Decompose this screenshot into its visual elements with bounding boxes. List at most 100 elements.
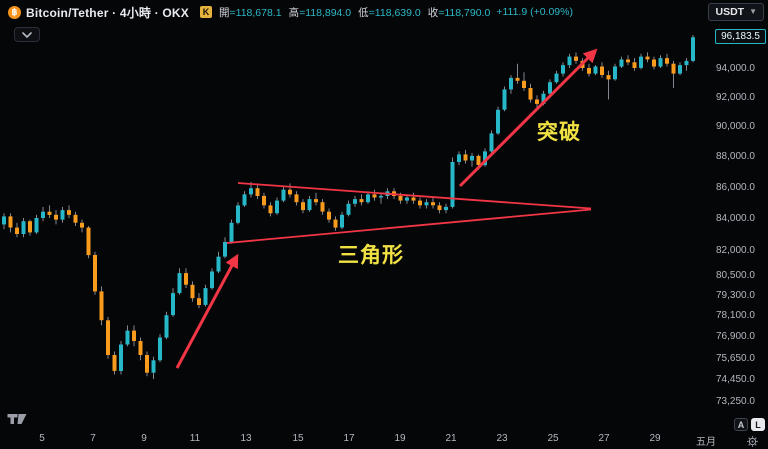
breakout-arrow[interactable] <box>458 48 598 188</box>
candle-body <box>210 271 214 289</box>
price-axis-label: 76,900.0 <box>716 331 755 342</box>
exchange-k-icon: K <box>200 6 212 18</box>
candle-body <box>106 320 110 355</box>
candle-body <box>242 194 247 206</box>
candle-body <box>652 59 656 67</box>
candle-body <box>145 355 149 373</box>
candle-body <box>301 202 305 211</box>
time-axis-label: 11 <box>189 433 201 444</box>
price-axis-label: 74,450.0 <box>716 374 755 385</box>
candle-body <box>2 216 6 225</box>
candle-body <box>21 221 26 234</box>
breakout-annotation-label[interactable]: 突破 <box>537 121 581 144</box>
triangle-lower[interactable] <box>226 208 592 244</box>
candle-body <box>177 273 182 294</box>
candle-body <box>541 93 546 104</box>
price-axis-label: 90,000.0 <box>716 121 755 132</box>
candle-body <box>444 206 448 211</box>
candle-body <box>80 222 84 228</box>
candle-body <box>294 194 299 203</box>
candle-body <box>73 214 78 223</box>
currency-dropdown[interactable]: USDT ▼ <box>708 3 764 21</box>
candle-body <box>593 66 598 74</box>
ohlc-item: 收=118,790.0 <box>427 6 491 19</box>
candle-body <box>54 214 58 220</box>
candle-body <box>223 242 227 257</box>
candle-body <box>8 216 13 228</box>
candle-body <box>483 151 487 166</box>
settings-gear-icon[interactable] <box>747 434 758 449</box>
candle-body <box>431 202 435 206</box>
chart-header: ฿ Bitcoin/Tether · 4小時 · OKX K 開=118,678… <box>8 4 573 20</box>
candle-body <box>470 155 474 161</box>
time-axis-label: 5 <box>39 433 45 444</box>
log-scale-button[interactable]: L <box>751 418 765 431</box>
candle-body <box>366 194 370 203</box>
time-axis-label: 29 <box>649 433 661 444</box>
candle-body <box>281 189 286 201</box>
candle-body <box>353 199 357 204</box>
candle-body <box>639 56 643 68</box>
ohlc-item: 高=118,894.0 <box>288 6 352 19</box>
price-axis-label: 92,000.0 <box>716 92 755 103</box>
time-axis-label: 7 <box>90 433 96 444</box>
rally-arrow[interactable] <box>175 253 239 369</box>
candle-body <box>34 218 39 233</box>
price-axis-label: 75,650.0 <box>716 353 755 364</box>
candle-body <box>158 337 162 361</box>
candle-body <box>567 56 572 66</box>
candle-body <box>28 221 32 233</box>
tradingview-logo[interactable] <box>7 412 27 430</box>
ohlc-item: 開=118,678.1 <box>219 6 282 19</box>
symbol-title[interactable]: Bitcoin/Tether · 4小時 · OKX <box>26 5 189 20</box>
bitcoin-icon: ฿ <box>8 5 21 19</box>
candle-body <box>684 60 689 66</box>
triangle-upper[interactable] <box>237 182 592 210</box>
candle-body <box>424 202 429 206</box>
price-axis-label: 79,300.0 <box>716 290 755 301</box>
time-axis[interactable]: 5 7 9 11 13 15 17 19 21 23 25 27 29 五月 <box>0 427 768 449</box>
time-axis-label: 27 <box>598 433 610 444</box>
candle-body <box>658 58 663 67</box>
candle-body <box>645 56 650 60</box>
candle-body <box>554 73 559 83</box>
candle-body <box>678 65 682 74</box>
auto-scale-button[interactable]: A <box>734 418 748 431</box>
candle-body <box>502 89 507 110</box>
time-axis-label: 23 <box>496 433 508 444</box>
candle-body <box>450 162 455 207</box>
candle-body <box>125 330 130 345</box>
candle-body <box>275 200 279 214</box>
price-axis-label: 94,000.0 <box>716 63 755 74</box>
price-axis-label: 73,250.0 <box>716 396 755 407</box>
price-axis-label: 80,500.0 <box>716 270 755 281</box>
tv-logo-icon <box>7 414 27 424</box>
candle-body <box>99 291 104 321</box>
candle-body <box>606 75 611 80</box>
candle-body <box>333 219 338 228</box>
candle-body <box>457 154 461 162</box>
price-axis-label: 86,000.0 <box>716 182 755 193</box>
candle-body <box>171 293 175 316</box>
candle-body <box>164 315 169 338</box>
caret-down-icon: ▼ <box>749 7 757 16</box>
candle-body <box>255 188 260 196</box>
candle-body <box>93 255 97 292</box>
candle-body <box>288 189 292 195</box>
candle-body <box>184 273 188 285</box>
candle-body <box>197 298 201 305</box>
candle-body <box>632 62 637 68</box>
collapse-legend-button[interactable] <box>14 27 40 42</box>
price-axis[interactable]: 94,000.0 92,000.0 90,000.0 88,000.0 86,000.0… <box>706 0 768 427</box>
candle-body <box>489 133 494 152</box>
time-axis-label: 21 <box>445 433 457 444</box>
candle-body <box>151 360 156 373</box>
triangle-annotation-label[interactable]: 三角形 <box>338 244 404 267</box>
candle-body <box>574 56 578 61</box>
candle-body <box>86 227 91 256</box>
candle-body <box>314 199 318 203</box>
candle-body <box>47 211 52 215</box>
candle-body <box>509 77 513 90</box>
currency-label: USDT <box>715 6 745 18</box>
